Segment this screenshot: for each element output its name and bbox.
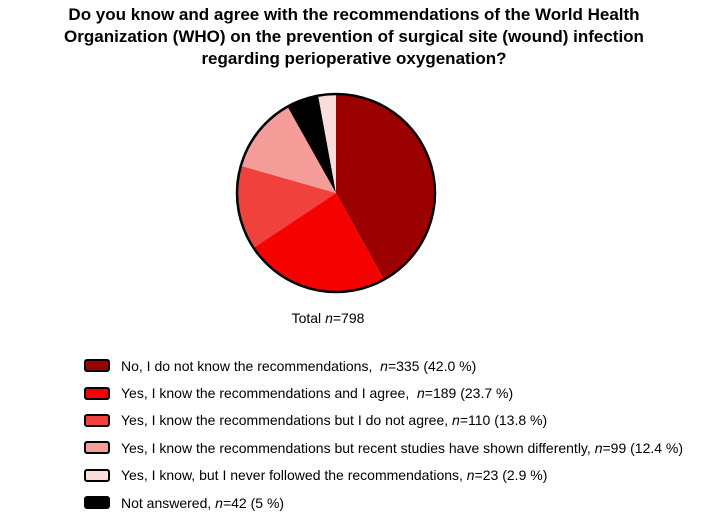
legend-swatch bbox=[84, 386, 110, 400]
legend-item: Yes, I know the recommendations but I do… bbox=[84, 407, 683, 434]
chart-title-line-1: Do you know and agree with the recommend… bbox=[68, 5, 640, 24]
legend-swatch bbox=[84, 359, 110, 373]
total-label-prefix: Total bbox=[291, 310, 326, 326]
pie-slice bbox=[240, 106, 336, 193]
chart-title-line-2: Organization (WHO) on the prevention of … bbox=[64, 27, 644, 46]
legend-item: No, I do not know the recommendations, n… bbox=[84, 352, 683, 379]
legend-label: Yes, I know the recommendations but I do… bbox=[121, 412, 548, 429]
pie-chart bbox=[235, 92, 437, 294]
pie-slice bbox=[287, 95, 336, 193]
legend-swatch bbox=[84, 413, 110, 427]
legend-label: Yes, I know the recommendations and I ag… bbox=[121, 385, 514, 402]
legend-item: Yes, I know the recommendations and I ag… bbox=[84, 379, 683, 406]
legend-label: Yes, I know, but I never followed the re… bbox=[121, 467, 548, 484]
legend-item: Yes, I know the recommendations but rece… bbox=[84, 434, 683, 461]
total-label-value: =798 bbox=[332, 310, 365, 326]
chart-title-line-3: regarding perioperative oxygenation? bbox=[201, 49, 507, 68]
legend-label: No, I do not know the recommendations, n… bbox=[121, 357, 477, 374]
legend-label: Yes, I know the recommendations but rece… bbox=[121, 439, 684, 456]
chart-title: Do you know and agree with the recommend… bbox=[0, 4, 708, 70]
legend-swatch bbox=[84, 496, 110, 510]
pie-slice bbox=[253, 193, 384, 292]
total-label: Total n=798 bbox=[0, 310, 656, 326]
legend-item: Yes, I know, but I never followed the re… bbox=[84, 462, 683, 489]
pie-slice bbox=[336, 94, 435, 280]
legend-swatch bbox=[84, 468, 110, 482]
legend-item: Not answered, n=42 (5 %) bbox=[84, 489, 683, 516]
legend-label: Not answered, n=42 (5 %) bbox=[121, 494, 285, 511]
legend-swatch bbox=[84, 441, 110, 455]
pie-outline bbox=[235, 92, 437, 294]
total-label-n: n bbox=[325, 310, 333, 326]
legend: No, I do not know the recommendations, n… bbox=[84, 352, 683, 516]
pie-slice bbox=[236, 165, 336, 248]
pie-slice bbox=[318, 94, 336, 193]
